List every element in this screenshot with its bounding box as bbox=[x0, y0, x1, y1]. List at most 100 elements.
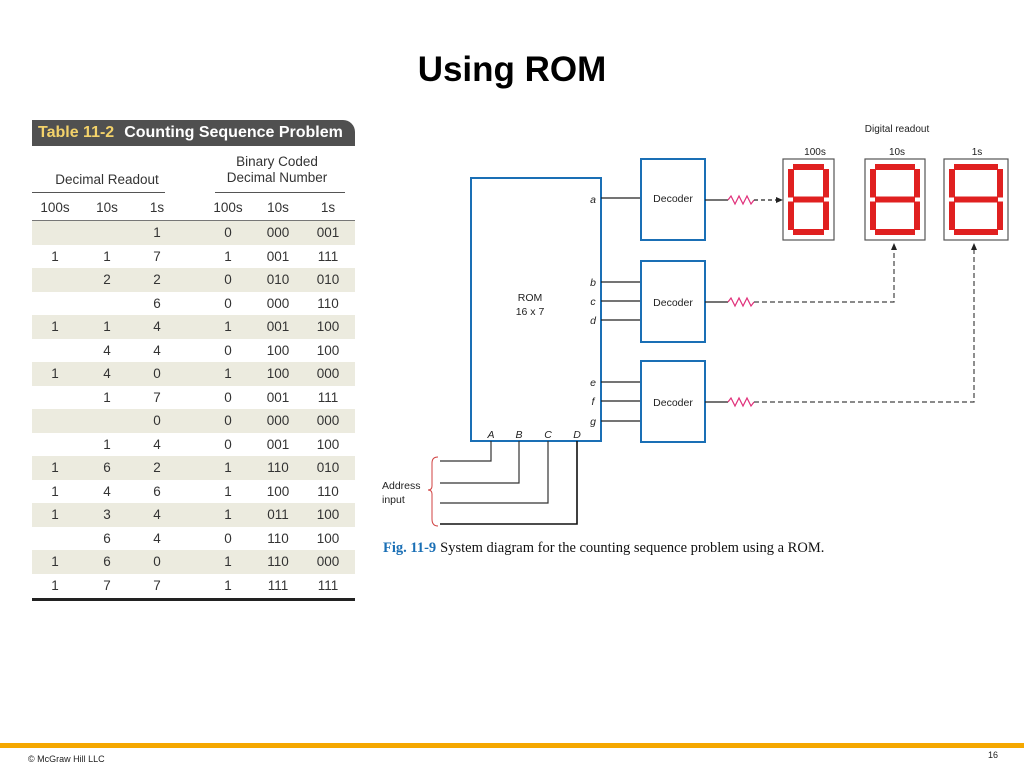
table-row: 1 7 0 001 111 bbox=[32, 386, 355, 410]
table-row: 6 4 0 110 100 bbox=[32, 527, 355, 551]
output-d: d bbox=[590, 315, 597, 327]
table-cell: 6 bbox=[103, 460, 111, 475]
output-e: e bbox=[590, 377, 596, 389]
display-label-10s: 10s bbox=[889, 147, 905, 158]
output-b: b bbox=[590, 277, 596, 289]
arrow-icon bbox=[776, 197, 783, 203]
rom-size: 16 x 7 bbox=[516, 306, 545, 318]
table-row: 1 1 7 1 001 111 bbox=[32, 245, 355, 269]
slide-title: Using ROM bbox=[417, 50, 607, 89]
table-cell: 000 bbox=[266, 295, 290, 311]
output-c: c bbox=[590, 296, 596, 308]
table-cell: 100 bbox=[316, 342, 340, 358]
table-cell: 0 bbox=[224, 413, 232, 428]
table-cell: 1 bbox=[51, 248, 59, 264]
table-cell: 4 bbox=[153, 507, 161, 522]
table-cell: 110 bbox=[317, 295, 339, 311]
table-row: 0 0 000 000 bbox=[32, 409, 355, 433]
table-cell: 4 bbox=[153, 436, 161, 452]
table-cell: 100 bbox=[316, 530, 340, 546]
table-cell: 1 bbox=[51, 460, 59, 475]
arrow-icon bbox=[971, 243, 977, 250]
table-cell: 7 bbox=[153, 389, 161, 405]
table-cell: 111 bbox=[317, 389, 339, 405]
table-cell: 000 bbox=[316, 413, 340, 428]
column-header: 1s bbox=[149, 200, 165, 215]
table-cell: 1 bbox=[224, 319, 232, 334]
table-cell: 0 bbox=[224, 295, 232, 311]
table-cell: 0 bbox=[224, 342, 232, 358]
table-cell: 1 bbox=[51, 554, 59, 569]
table-cell: 000 bbox=[316, 366, 340, 381]
column-header: 100s bbox=[40, 200, 70, 215]
table-cell: 000 bbox=[266, 225, 290, 240]
table-cell: 4 bbox=[153, 530, 161, 546]
input-A: A bbox=[486, 429, 494, 441]
resistor-icon bbox=[727, 194, 755, 206]
figure-caption: Fig. 11-9 System diagram for the counting… bbox=[383, 540, 824, 557]
table-cell: 4 bbox=[103, 342, 111, 358]
page-number: 16 bbox=[988, 750, 999, 760]
table-cell: 6 bbox=[153, 295, 161, 311]
table-cell: 1 bbox=[103, 436, 111, 452]
table-row: 1 1 4 1 001 100 bbox=[32, 315, 355, 339]
table-cell: 001 bbox=[266, 436, 290, 452]
table-cell: 1 bbox=[51, 366, 59, 381]
table-cell: 1 bbox=[51, 507, 59, 522]
table-cell: 010 bbox=[266, 272, 290, 287]
table-cell: 100 bbox=[266, 366, 290, 381]
table-cell: 110 bbox=[267, 554, 289, 569]
table-cell: 1 bbox=[103, 389, 111, 405]
table-cell: 100 bbox=[316, 436, 340, 452]
table-cell: 0 bbox=[153, 366, 161, 381]
output-a: a bbox=[590, 194, 596, 206]
table-cell: 7 bbox=[103, 577, 111, 593]
table-cell: 0 bbox=[153, 554, 161, 569]
table-row: 1 3 4 1 011 100 bbox=[32, 503, 355, 527]
rom-output-wires bbox=[601, 197, 641, 422]
address-input-wires bbox=[440, 441, 578, 525]
table-cell: 2 bbox=[153, 460, 161, 475]
table-cell: 001 bbox=[266, 248, 290, 264]
table-cell: 111 bbox=[317, 248, 339, 264]
footer-bar bbox=[0, 743, 1024, 748]
table-bottom-rule bbox=[32, 598, 355, 601]
table-cell: 100 bbox=[316, 319, 340, 334]
table-cell: 010 bbox=[316, 272, 340, 287]
table-cell: 100 bbox=[266, 342, 290, 358]
table-cell: 7 bbox=[153, 248, 161, 264]
group-header-bcd-line2: Decimal Number bbox=[226, 170, 328, 185]
table-cell: 0 bbox=[224, 436, 232, 452]
table-cell: 0 bbox=[224, 530, 232, 546]
table-cell: 001 bbox=[266, 319, 290, 334]
table-row: 1 0 000 001 bbox=[32, 221, 355, 245]
table-cell: 1 bbox=[224, 366, 232, 381]
column-header: 10s bbox=[267, 200, 289, 215]
arrow-icon bbox=[891, 243, 897, 250]
table-row: 2 2 0 010 010 bbox=[32, 268, 355, 292]
address-label-2: input bbox=[382, 494, 405, 506]
table-row: 1 4 6 1 100 110 bbox=[32, 480, 355, 504]
table-number: Table 11-2 bbox=[38, 124, 115, 141]
divider bbox=[215, 192, 345, 193]
display-label-1s: 1s bbox=[972, 147, 983, 158]
table-cell: 4 bbox=[153, 319, 161, 334]
table-row: 1 4 0 001 100 bbox=[32, 433, 355, 457]
table-cell: 1 bbox=[51, 483, 59, 499]
caption-number: Fig. 11-9 bbox=[383, 540, 437, 556]
output-g: g bbox=[590, 416, 596, 428]
table-cell: 110 bbox=[267, 460, 289, 475]
table-cell: 1 bbox=[224, 577, 232, 593]
table-cell: 1 bbox=[224, 483, 232, 499]
column-header: 1s bbox=[320, 200, 336, 215]
group-header-bcd-line1: Binary Coded bbox=[236, 154, 318, 169]
table-cell: 110 bbox=[317, 483, 339, 499]
table-cell: 6 bbox=[153, 483, 161, 499]
counting-sequence-table: Table 11-2 Counting Sequence Problem Deci… bbox=[32, 120, 355, 601]
table-cell: 100 bbox=[316, 507, 340, 522]
table-cell: 1 bbox=[153, 225, 161, 240]
table-body: 1 0 000 001 1 1 7 1 001 111 2 2 0 010 010 6 0 000 110 1 1 4 1 0… bbox=[32, 220, 355, 597]
divider bbox=[32, 192, 165, 193]
input-D: D bbox=[573, 429, 581, 441]
table-cell: 111 bbox=[317, 577, 339, 593]
